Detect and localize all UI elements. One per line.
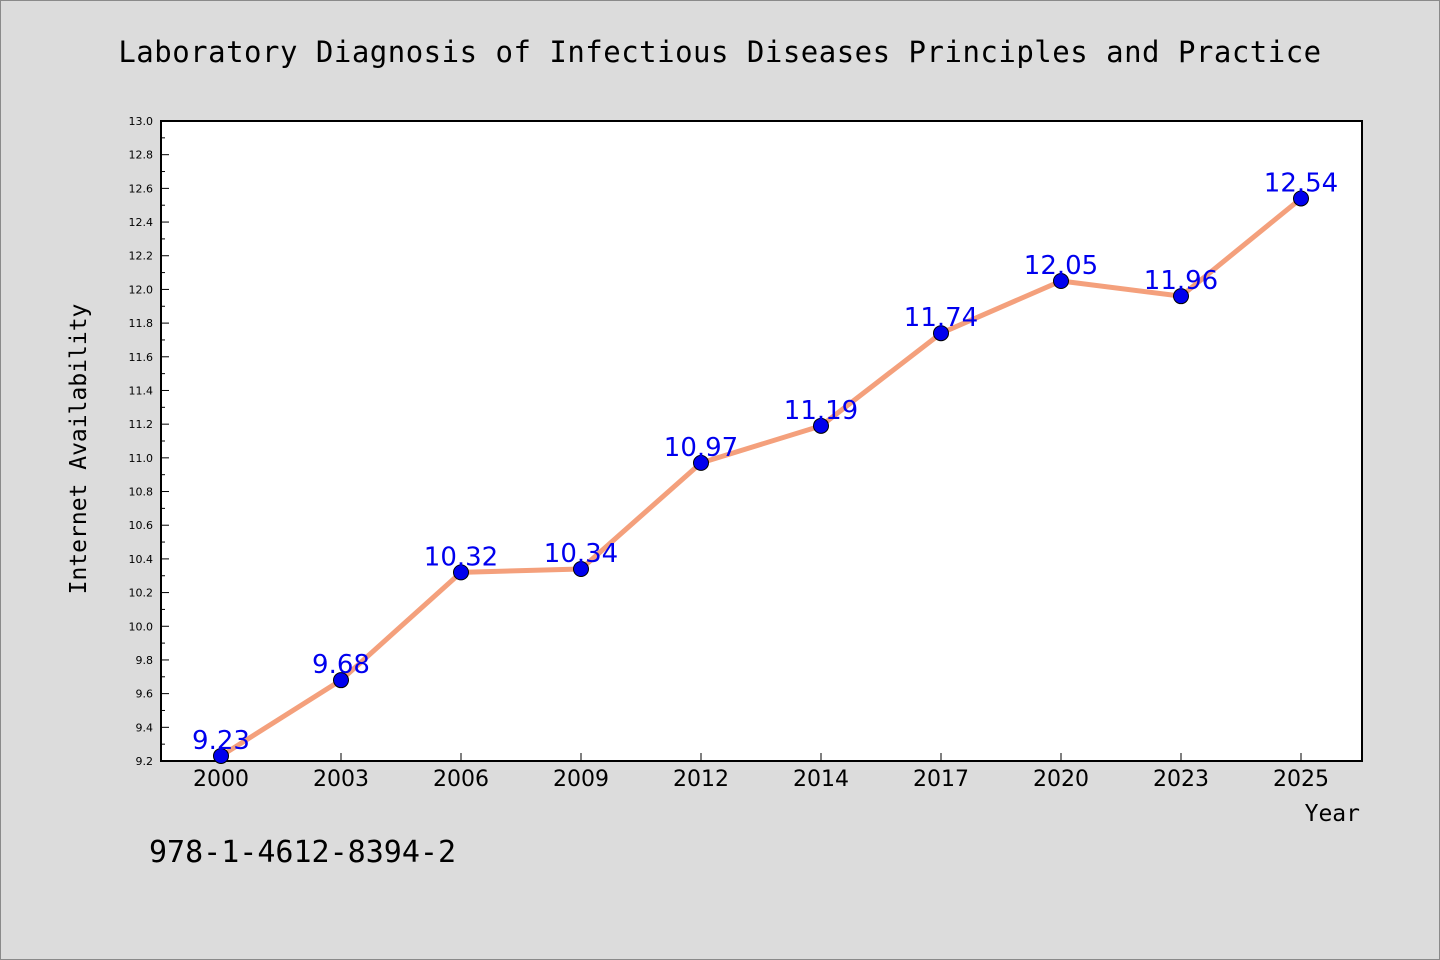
y-tick-label: 10.2	[129, 587, 154, 600]
data-point	[453, 564, 469, 581]
y-tick-label: 10.0	[129, 620, 154, 633]
data-label: 9.68	[312, 650, 370, 680]
y-tick-label: 9.4	[136, 721, 154, 734]
data-point	[1053, 273, 1069, 289]
data-point	[933, 325, 949, 342]
y-tick-label: 12.2	[129, 250, 154, 263]
x-tick-label: 2012	[673, 767, 729, 792]
x-tick-label: 2025	[1273, 767, 1329, 792]
x-tick-label: 2020	[1033, 767, 1089, 792]
data-label: 11.19	[784, 396, 858, 426]
y-tick-label: 12.8	[129, 149, 154, 162]
x-tick-label: 2014	[793, 767, 849, 792]
data-label: 12.05	[1024, 251, 1098, 281]
y-tick-label: 12.0	[129, 283, 154, 296]
y-tick-label: 12.6	[129, 182, 154, 195]
x-tick-label: 2023	[1153, 767, 1209, 792]
x-tick-label: 2017	[913, 767, 969, 792]
y-tick-label: 11.0	[129, 452, 154, 465]
data-label: 11.96	[1144, 266, 1218, 296]
y-axis-ticks: 9.2 9.4 9.6 9.8 10.0 10.2 10.4 10.6 10.8 11.0 11.2…	[129, 115, 169, 768]
y-tick-label: 10.4	[129, 553, 154, 566]
data-point	[1293, 190, 1309, 207]
chart-title: Laboratory Diagnosis of Infectious Disea…	[118, 35, 1322, 69]
x-tick-label: 2003	[313, 767, 369, 792]
y-tick-label: 11.6	[129, 351, 154, 364]
y-tick-label: 11.2	[129, 418, 154, 431]
x-tick-label: 2000	[193, 767, 249, 792]
data-labels: 9.23 9.68 10.32 10.34 10.97 11.19 11.74 12.05 11…	[192, 168, 1338, 755]
x-axis-ticks: 2000 2003 2006 2009 2012 2014 2017 2020 2023 2025	[193, 753, 1329, 792]
y-tick-label: 9.6	[136, 688, 154, 701]
data-label: 12.54	[1264, 168, 1338, 198]
data-label: 9.23	[192, 726, 250, 756]
data-label: 10.34	[544, 539, 618, 569]
series-line	[219, 196, 1303, 759]
y-tick-label: 10.6	[129, 519, 154, 532]
y-tick-label: 11.8	[129, 317, 154, 330]
x-axis-label: Year	[1305, 801, 1360, 827]
y-tick-label: 9.2	[136, 755, 154, 768]
data-label: 10.32	[424, 542, 498, 572]
y-tick-label: 10.8	[129, 486, 154, 499]
data-point	[693, 454, 709, 471]
data-point	[813, 417, 829, 434]
y-axis-label: Internet Availability	[66, 304, 92, 595]
y-tick-label: 11.4	[129, 384, 154, 397]
data-point	[573, 561, 589, 577]
data-label: 10.97	[664, 433, 738, 463]
x-tick-label: 2006	[433, 767, 489, 792]
plot-area	[160, 120, 1363, 762]
data-point	[333, 672, 349, 689]
isbn-code: 978-1-4612-8394-2	[149, 835, 457, 870]
y-tick-label: 13.0	[129, 115, 154, 128]
data-point	[213, 747, 229, 764]
data-label: 11.74	[904, 303, 978, 333]
x-tick-label: 2009	[553, 767, 609, 792]
data-point	[1173, 288, 1189, 305]
y-tick-label: 12.4	[129, 216, 154, 229]
y-tick-label: 9.8	[136, 654, 154, 667]
series-line-group	[219, 196, 1303, 759]
data-markers	[213, 190, 1309, 764]
